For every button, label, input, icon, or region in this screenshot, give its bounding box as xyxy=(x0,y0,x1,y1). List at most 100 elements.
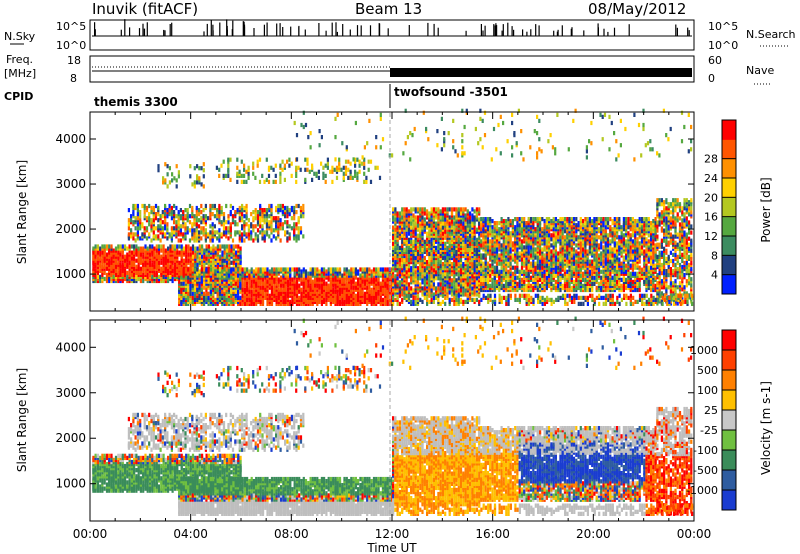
power-cell xyxy=(167,250,170,255)
power-cell xyxy=(359,287,362,292)
power-cell xyxy=(189,252,192,257)
power-cell xyxy=(405,280,408,285)
power-cell xyxy=(220,220,223,225)
power-cell xyxy=(196,271,199,276)
power-cell xyxy=(193,267,197,272)
power-cell xyxy=(191,228,194,233)
power-cell xyxy=(277,230,280,235)
power-cell xyxy=(132,236,135,241)
power-cell xyxy=(311,279,314,284)
power-cell xyxy=(250,230,253,235)
power-cell xyxy=(216,273,219,278)
power-cell xyxy=(273,267,276,272)
power-cell xyxy=(133,244,136,249)
power-cell xyxy=(419,227,422,232)
power-cell xyxy=(495,261,499,266)
power-cell xyxy=(128,244,131,249)
power-cell xyxy=(259,214,262,219)
power-cell xyxy=(331,169,334,174)
power-cell xyxy=(293,279,296,284)
power-cell xyxy=(457,239,460,244)
power-cell xyxy=(448,207,451,212)
power-cell xyxy=(405,227,408,232)
power-cell xyxy=(299,230,303,235)
power-cell xyxy=(421,215,424,220)
power-cell xyxy=(394,217,397,222)
power-cell xyxy=(480,233,483,238)
power-cell xyxy=(212,244,215,249)
power-cell xyxy=(290,216,293,221)
power-cell xyxy=(250,297,253,302)
power-cell xyxy=(212,246,215,251)
power-cell xyxy=(179,214,182,219)
power-cell xyxy=(482,241,485,246)
power-cell xyxy=(187,267,190,272)
power-cell xyxy=(437,249,440,254)
power-cell xyxy=(396,219,399,224)
power-cell xyxy=(187,287,190,292)
power-cell xyxy=(368,289,371,294)
power-cell xyxy=(136,208,139,213)
power-cell xyxy=(379,271,382,276)
power-cell xyxy=(318,289,321,294)
power-cell xyxy=(255,297,258,302)
power-cell xyxy=(268,269,271,274)
power-cell xyxy=(168,203,171,209)
power-cell xyxy=(284,230,287,235)
power-cell xyxy=(243,208,246,213)
power-cell xyxy=(202,184,205,189)
nsky-bars xyxy=(92,19,692,37)
power-cell xyxy=(202,226,205,231)
power-cell xyxy=(218,273,222,278)
power-cell xyxy=(272,234,275,239)
power-cell xyxy=(256,234,260,239)
power-cell xyxy=(170,205,173,211)
power-cell xyxy=(500,223,503,228)
power-cell xyxy=(227,273,231,278)
power-cell xyxy=(177,222,180,227)
power-cell xyxy=(99,262,102,267)
power-cell xyxy=(203,291,206,296)
power-cell xyxy=(336,267,339,272)
power-cell xyxy=(372,267,376,272)
power-cell xyxy=(327,271,330,276)
power-cell xyxy=(239,254,242,259)
power-cell xyxy=(318,283,321,288)
power-cell xyxy=(502,267,505,272)
power-cell xyxy=(444,229,447,234)
power-cell xyxy=(396,217,399,222)
power-cell xyxy=(412,288,415,293)
power-cell xyxy=(394,274,397,279)
power-cell xyxy=(175,184,178,189)
power-cell xyxy=(219,244,222,249)
power-cell xyxy=(196,258,199,263)
nsearch-tick-bottom: 10^0 xyxy=(708,39,738,52)
power-cell xyxy=(94,244,97,249)
power-cell xyxy=(459,207,463,212)
power-cell xyxy=(495,265,499,270)
power-cell xyxy=(148,232,151,237)
power-cell xyxy=(325,281,328,286)
power-cell xyxy=(329,279,332,284)
power-cell xyxy=(426,225,429,230)
power-cell xyxy=(134,216,137,221)
power-cell xyxy=(259,267,262,272)
power-cell xyxy=(455,282,458,287)
power-cell xyxy=(473,209,476,214)
power-cell xyxy=(478,207,481,212)
power-cell xyxy=(349,169,352,174)
power-cell xyxy=(134,232,137,237)
power-cell xyxy=(335,175,339,180)
power-cell xyxy=(392,288,395,293)
power-cell xyxy=(229,210,232,215)
power-cell xyxy=(307,271,310,276)
power-cell xyxy=(320,161,323,166)
power-cell xyxy=(437,286,440,291)
power-cell xyxy=(194,252,197,257)
power-cell xyxy=(148,248,152,253)
power-cell xyxy=(126,252,129,257)
power-cell xyxy=(246,281,249,286)
power-cell xyxy=(193,234,196,239)
power-cell xyxy=(432,286,435,291)
power-cell xyxy=(412,207,415,212)
